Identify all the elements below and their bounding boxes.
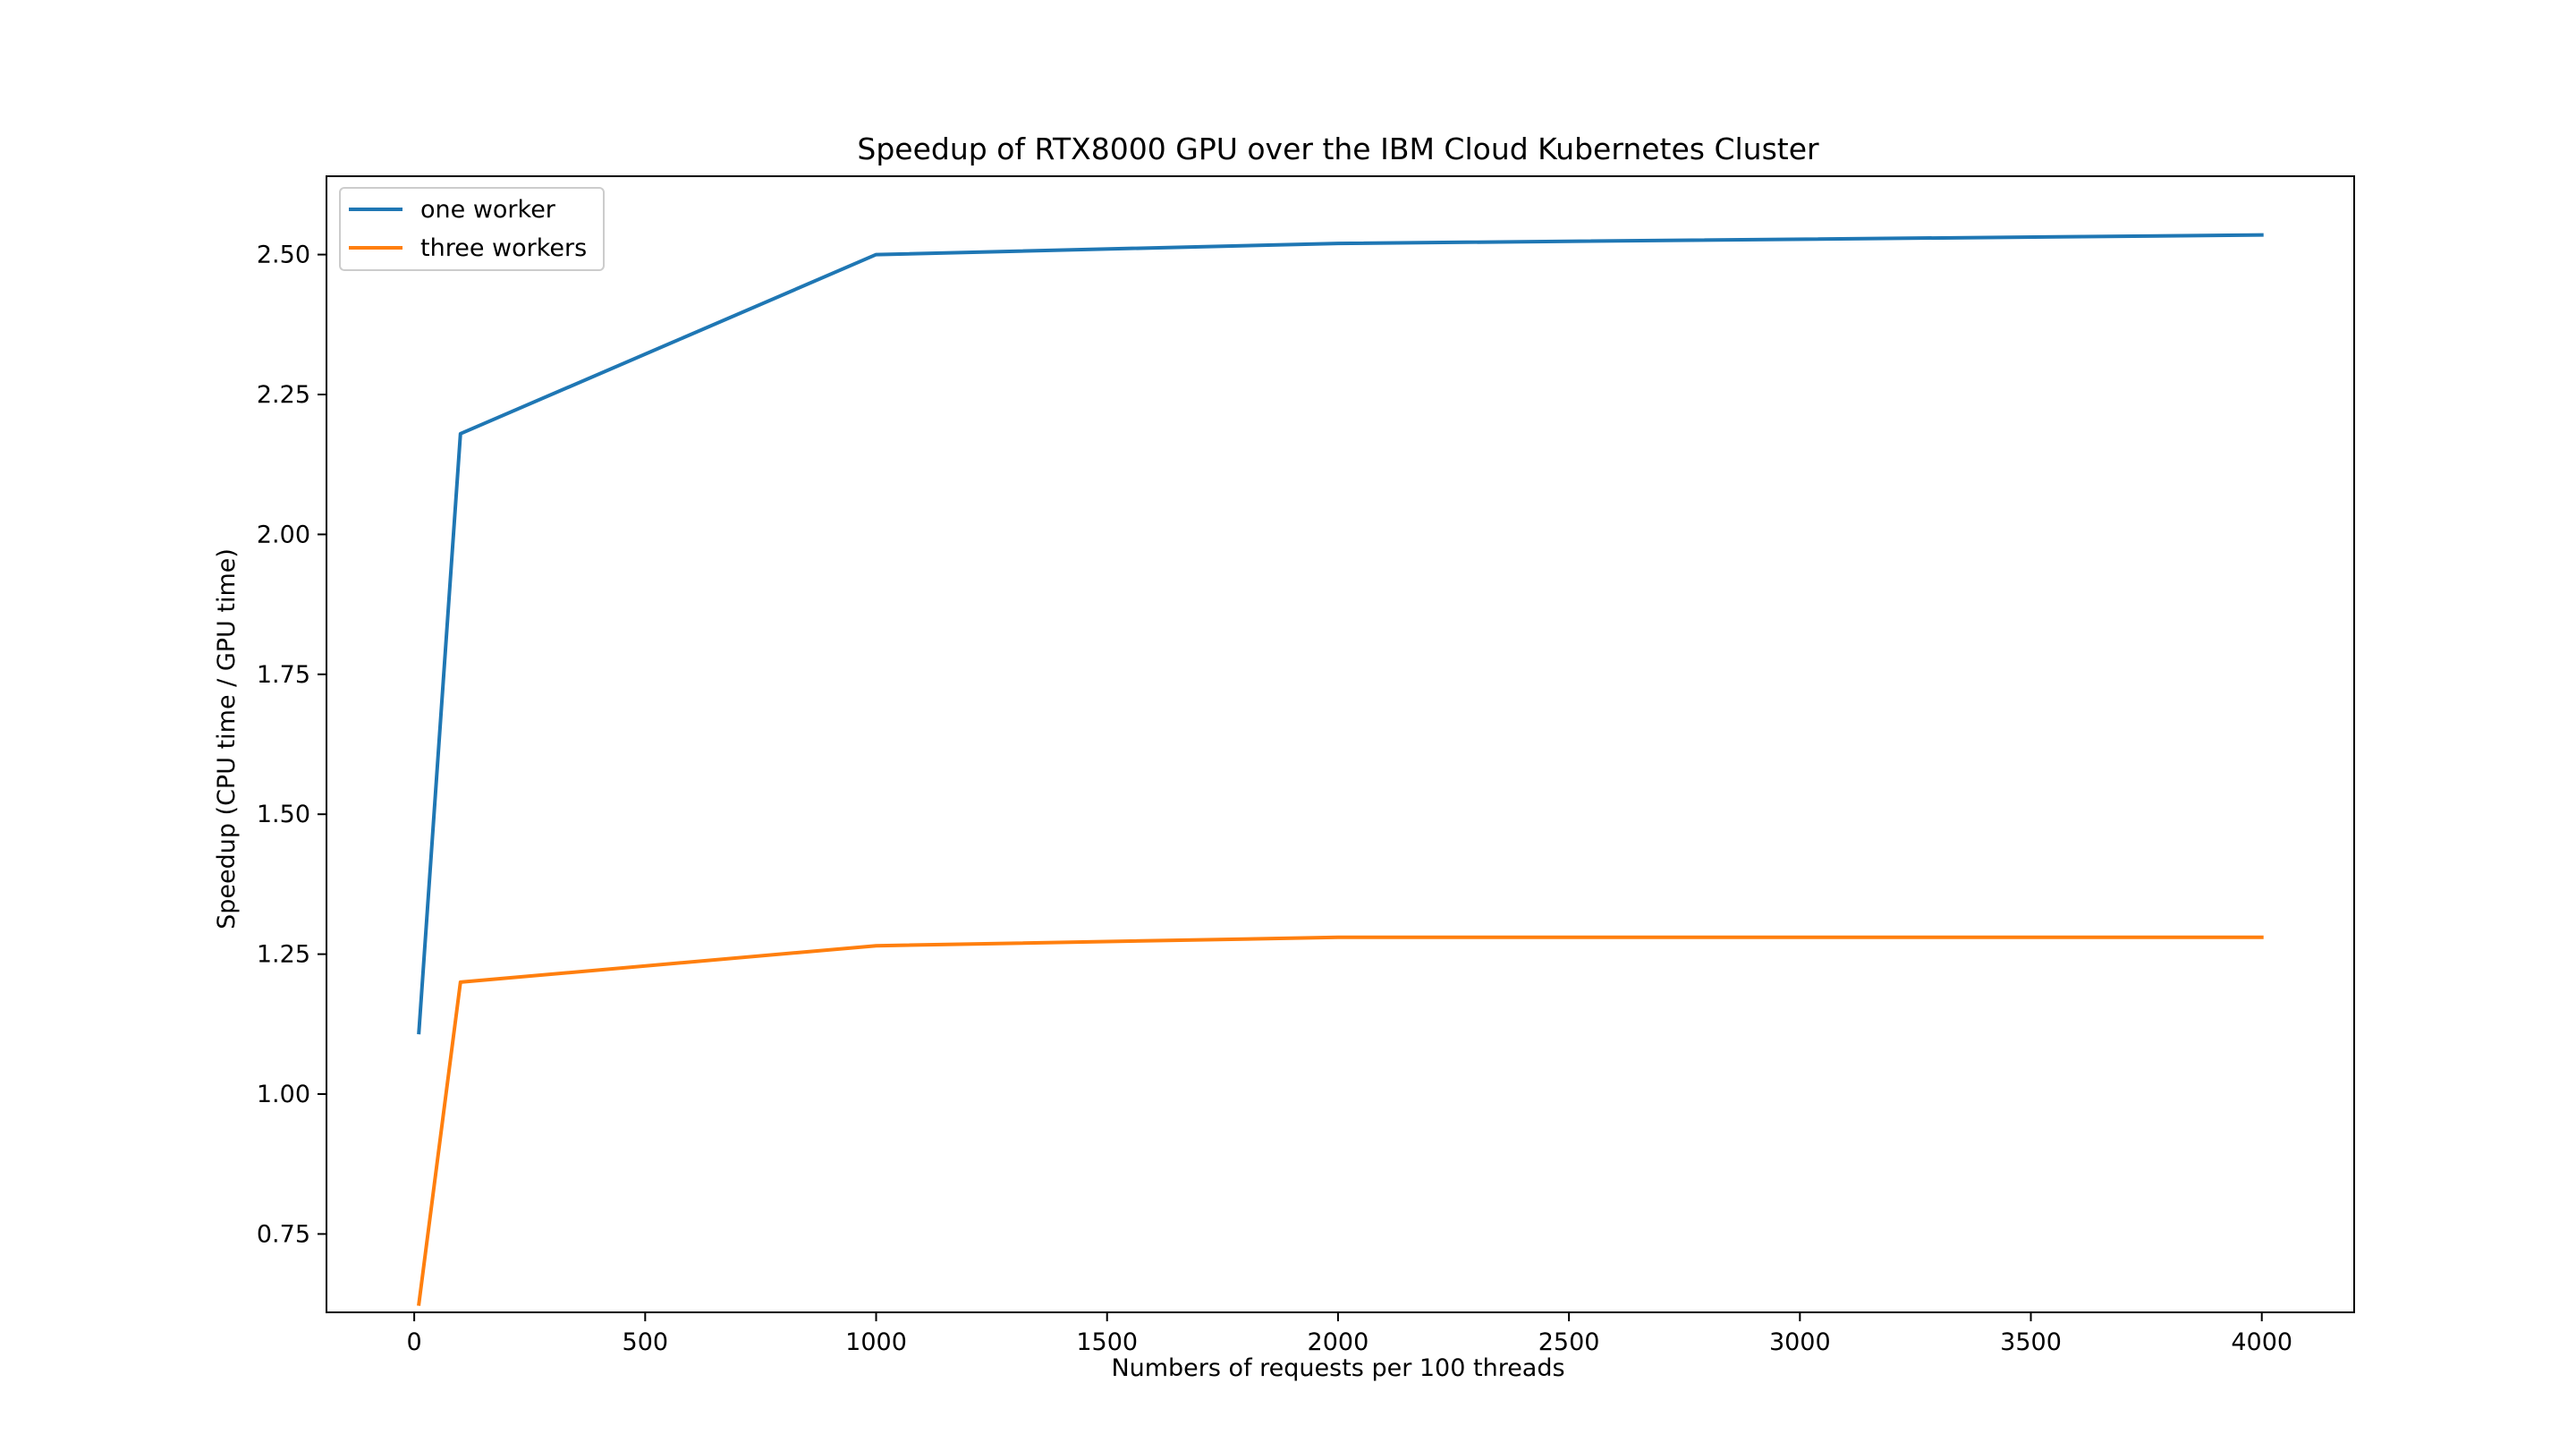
x-tick-label: 3500 — [2000, 1328, 2062, 1356]
y-tick-label: 2.50 — [257, 242, 310, 269]
legend-label: one worker — [420, 196, 556, 224]
x-tick-label: 3000 — [1769, 1328, 1831, 1356]
x-tick-label: 1500 — [1076, 1328, 1138, 1356]
legend-box — [339, 187, 605, 271]
y-tick-label: 2.00 — [257, 521, 310, 548]
x-axis: 0 500 1000 1500 2000 2500 3000 3500 4000 — [407, 1312, 2292, 1356]
plot-area — [326, 175, 2355, 1313]
y-tick-label: 2.25 — [257, 381, 310, 409]
y-tick-label: 1.75 — [257, 661, 310, 689]
series-line-three-workers — [417, 935, 2264, 1306]
plot-frame — [326, 175, 2355, 1313]
x-tick-label: 0 — [407, 1328, 422, 1356]
y-axis-title: Speedup (CPU time / GPU time) — [213, 548, 241, 929]
y-axis: 0.75 1.00 1.25 1.50 1.75 2.00 2.25 2.50 — [257, 242, 326, 1248]
y-tick-label: 1.00 — [257, 1081, 310, 1108]
x-tick-label: 2000 — [1308, 1328, 1369, 1356]
y-tick-label: 1.25 — [257, 941, 310, 969]
legend: one worker three workers — [339, 187, 605, 271]
chart-title: Speedup of RTX8000 GPU over the IBM Clou… — [857, 132, 1819, 166]
series-layer — [417, 233, 2264, 1306]
x-tick-label: 2500 — [1538, 1328, 1600, 1356]
y-tick-label: 1.50 — [257, 801, 310, 828]
x-tick-label: 4000 — [2231, 1328, 2292, 1356]
legend-label: three workers — [420, 234, 587, 262]
x-tick-label: 1000 — [845, 1328, 907, 1356]
x-axis-title: Numbers of requests per 100 threads — [1111, 1354, 1564, 1382]
series-line-one-worker — [417, 233, 2264, 1035]
y-tick-label: 0.75 — [257, 1220, 310, 1248]
x-tick-label: 500 — [623, 1328, 669, 1356]
